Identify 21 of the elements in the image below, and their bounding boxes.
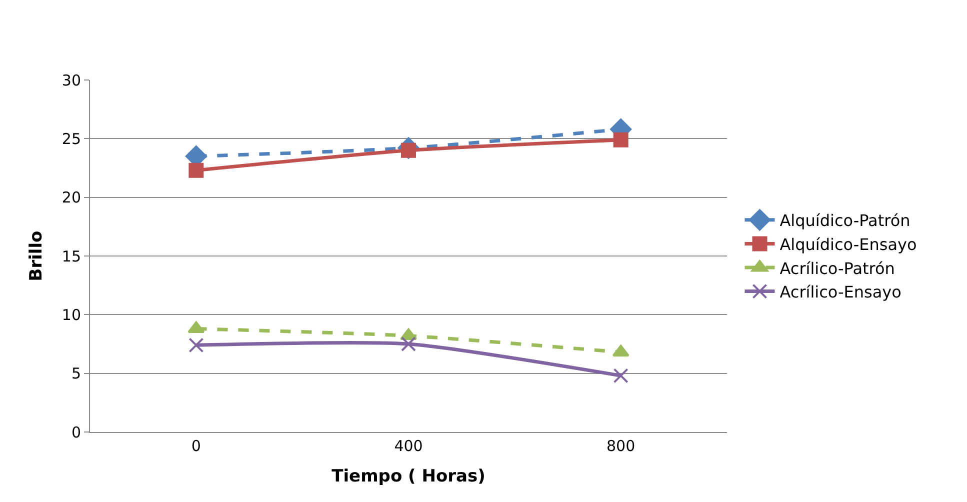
y-tick-label: 20: [62, 188, 81, 207]
point: [401, 336, 416, 352]
legend-label: Acrílico-Ensayo: [780, 282, 902, 302]
y-tick-label: 10: [62, 306, 81, 324]
x-axis-title: Tiempo ( Horas): [332, 466, 486, 486]
x-tick-label: 400: [394, 437, 423, 455]
y-tick-label: 5: [71, 364, 81, 383]
x-tick-label: 800: [606, 437, 636, 455]
y-tick-label: 15: [62, 247, 81, 266]
point: [188, 338, 204, 353]
y-tick-label: 0: [71, 423, 81, 442]
legend-label: Alquídico-Ensayo: [780, 234, 917, 254]
y-axis-title: Brillo: [26, 230, 46, 282]
legend-label: Alquídico-Patrón: [780, 211, 910, 230]
y-tick-label: 30: [62, 71, 81, 90]
x-tick-label: 0: [191, 437, 201, 455]
y-tick-label: 25: [62, 130, 81, 148]
point: [188, 162, 204, 178]
legend-label: Acrílico-Patrón: [780, 258, 895, 278]
point: [613, 132, 628, 148]
point: [613, 368, 628, 384]
